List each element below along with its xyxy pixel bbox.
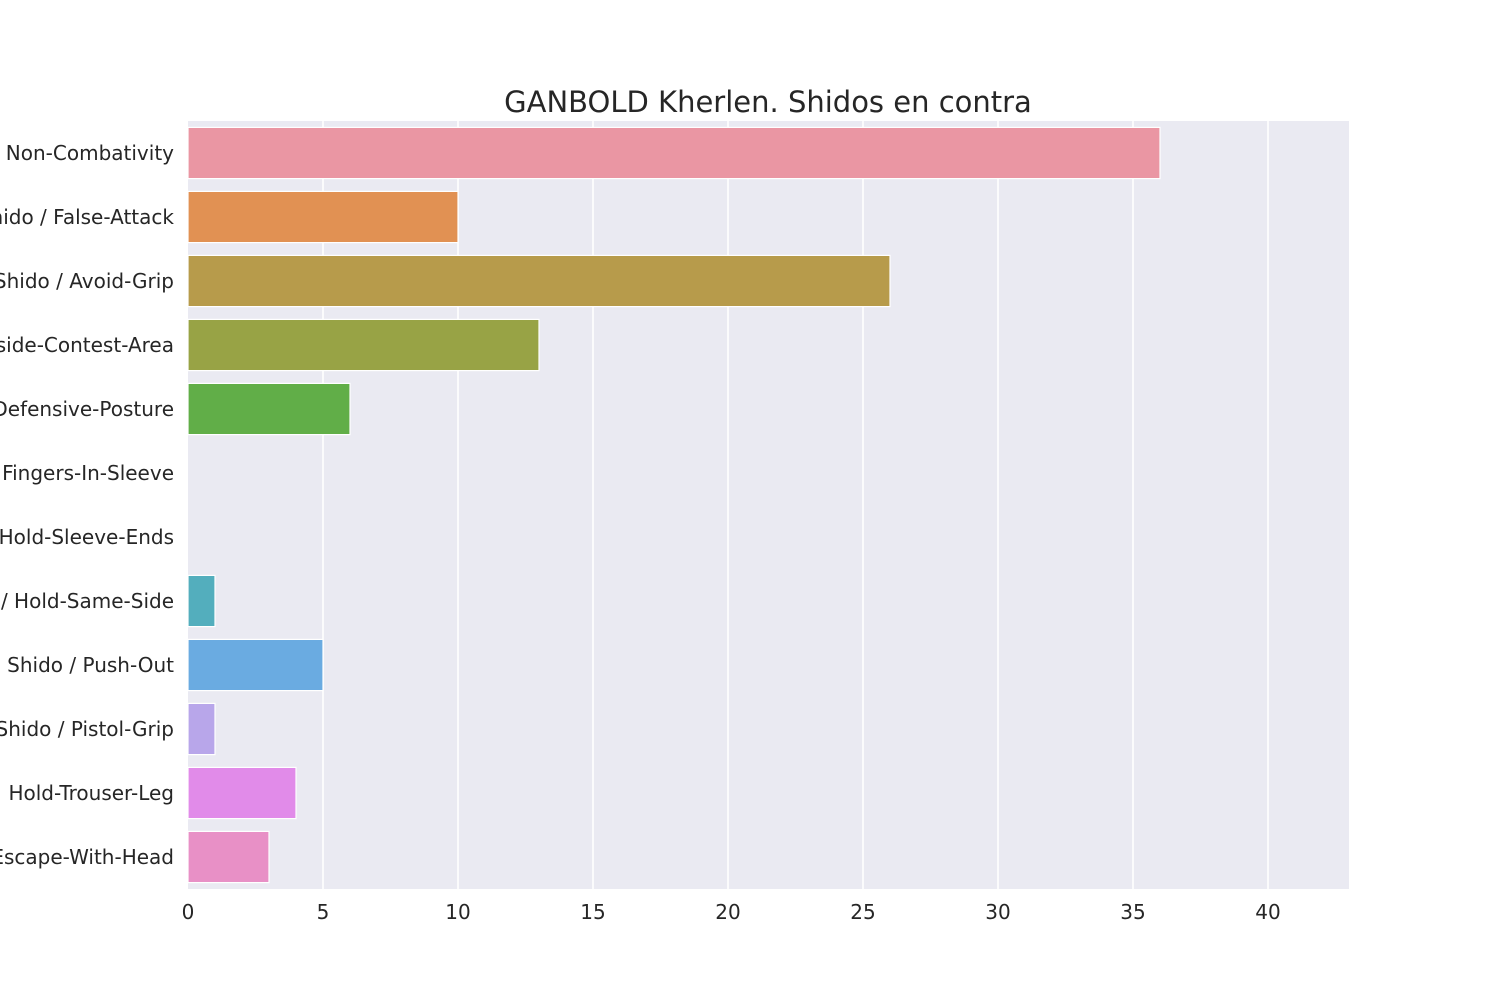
category-labels: Non-Combativity Shido / False-Attack Shido…: [0, 141, 174, 869]
bar: [187, 318, 540, 372]
category-label: Fingers-In-Sleeve: [2, 461, 174, 485]
bar: [187, 766, 297, 820]
category-label: Shido / False-Attack: [0, 205, 174, 229]
category-label: Outside-Contest-Area: [0, 333, 174, 357]
category-label: Shido / Push-Out: [7, 653, 174, 677]
x-tick-label: 15: [580, 900, 605, 924]
category-label: Non-Combativity: [6, 141, 174, 165]
bar: [187, 702, 216, 756]
bar: [187, 254, 891, 308]
x-tick-label: 35: [1120, 900, 1145, 924]
x-tick-label: 5: [317, 900, 330, 924]
plot-area: [188, 121, 1349, 889]
x-tick-label: 20: [715, 900, 740, 924]
gridlines: [322, 121, 1269, 889]
category-label: Escape-With-Head: [0, 845, 174, 869]
x-tick-label: 40: [1255, 900, 1280, 924]
category-label: Hold-Trouser-Leg: [8, 781, 174, 805]
x-tick-label: 10: [445, 900, 470, 924]
chart-title: GANBOLD Kherlen. Shidos en contra: [504, 85, 1032, 119]
category-label: / Hold-Same-Side: [1, 589, 174, 613]
bar: [187, 126, 1161, 180]
bar: [187, 382, 351, 436]
bar: [187, 190, 459, 244]
category-label: Shido / Pistol-Grip: [0, 717, 174, 741]
bar: [187, 830, 270, 884]
bar: [187, 638, 324, 692]
category-label: Defensive-Posture: [0, 397, 174, 421]
x-tick-label: 30: [985, 900, 1010, 924]
category-label: Hold-Sleeve-Ends: [0, 525, 174, 549]
bars: [187, 126, 1161, 884]
bar: [187, 574, 216, 628]
x-tick-label: 0: [182, 900, 195, 924]
x-tick-labels: 0 5 10 15 20 25 30 35 40: [182, 900, 1281, 924]
x-tick-label: 25: [850, 900, 875, 924]
category-label: Shido / Avoid-Grip: [0, 269, 174, 293]
